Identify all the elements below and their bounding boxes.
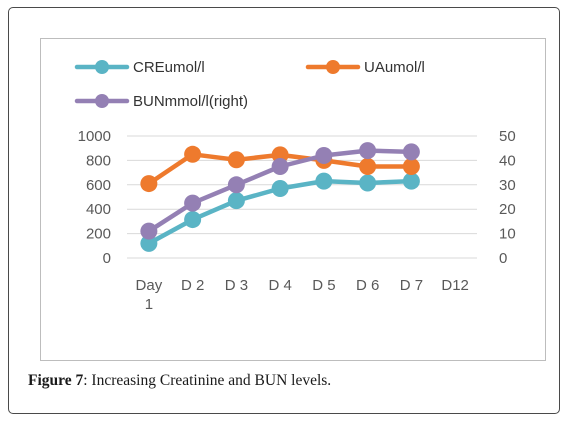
x-tick-2: D 3	[225, 277, 248, 294]
line-chart: 0 200 400 600 800 1000 0 10 20 30 40 50 Day 1 D 2 D 3 D …	[74, 59, 516, 313]
legend-marker-0	[95, 60, 109, 74]
caption-text: : Increasing Creatinine and BUN levels.	[83, 372, 332, 389]
y-left-tick-1: 200	[86, 226, 111, 243]
series-0-point-0	[140, 234, 158, 252]
series-2-point-4	[315, 147, 333, 165]
series-0-point-2	[227, 192, 245, 210]
y-left-tick-4: 800	[86, 152, 111, 169]
legend-label-0: CREumol/l	[133, 59, 205, 76]
series-0-point-6	[402, 172, 420, 190]
x-tick-7: D12	[441, 277, 469, 294]
legend-marker-2	[95, 94, 109, 108]
y-left-tick-0: 0	[103, 250, 111, 267]
x-tick-6: D 7	[400, 277, 423, 294]
series-1-point-2	[227, 151, 245, 169]
y-right-tick-4: 40	[499, 152, 516, 169]
x-tick-5: D 6	[356, 277, 379, 294]
series-1-point-5	[359, 158, 377, 175]
x-tick-1: D 2	[181, 277, 204, 294]
y-left-tick-5: 1000	[78, 128, 111, 145]
chart-area: 0 200 400 600 800 1000 0 10 20 30 40 50 Day 1 D 2 D 3 D …	[40, 38, 546, 361]
series-0-point-1	[184, 211, 202, 229]
caption-label: Figure 7	[28, 372, 84, 389]
legend-marker-1	[326, 60, 340, 74]
series-1-point-6	[402, 158, 420, 175]
legend-label-1: UAumol/l	[364, 59, 425, 76]
series-0-point-5	[359, 174, 377, 192]
y-right-tick-1: 10	[499, 226, 516, 243]
series-1-point-0	[140, 175, 158, 193]
series-0-point-4	[315, 172, 333, 190]
figure-caption: Figure 7: Increasing Creatinine and BUN …	[28, 372, 558, 390]
x-tick-4: D 5	[312, 277, 335, 294]
series-1-point-1	[184, 145, 202, 163]
series-2-point-0	[140, 222, 158, 240]
figure-frame: 0 200 400 600 800 1000 0 10 20 30 40 50 Day 1 D 2 D 3 D …	[8, 7, 560, 414]
y-right-tick-0: 0	[499, 250, 507, 267]
y-right-tick-2: 20	[499, 201, 516, 218]
series-0-point-3	[271, 179, 289, 197]
series-2-point-3	[271, 158, 289, 175]
y-left-tick-3: 600	[86, 177, 111, 194]
x-tick-3: D 4	[268, 277, 291, 294]
series-2-point-5	[359, 142, 377, 160]
y-right-tick-5: 50	[499, 128, 516, 145]
series-2-point-1	[184, 194, 202, 212]
series-2-point-2	[227, 176, 245, 194]
y-left-tick-2: 400	[86, 201, 111, 218]
series-2-point-6	[402, 143, 420, 161]
legend-label-2: BUNmmol/l(right)	[133, 93, 248, 110]
x-tick-0: Day 1	[136, 277, 163, 313]
y-right-tick-3: 30	[499, 177, 516, 194]
